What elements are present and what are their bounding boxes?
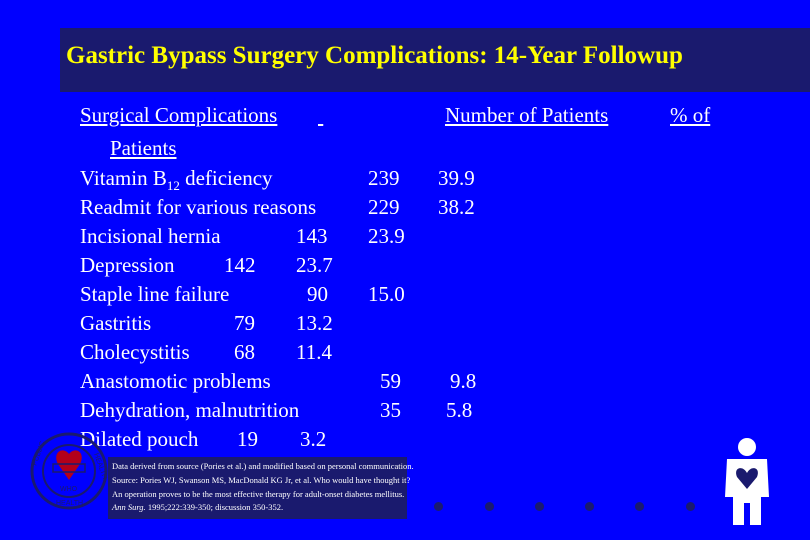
header-patients-wrap: Patients [110, 136, 177, 160]
row-pct: 23.7 [296, 253, 333, 277]
row-count: 143 [296, 224, 328, 248]
header-surgical-complications: Surgical Complications [80, 103, 278, 127]
row-pct: 11.4 [296, 340, 332, 364]
row-pct: 13.2 [296, 311, 333, 335]
source-note-line: Data derived from source (Pories et al.)… [112, 461, 414, 471]
header-spacer-underline [318, 105, 443, 126]
header-percent-of: % of [670, 103, 711, 127]
row-name: Readmit for various reasons [80, 195, 317, 219]
slide-title: Gastric Bypass Surgery Complications: 14… [66, 42, 683, 69]
svg-text:HEALTH: HEALTH [56, 500, 83, 507]
row-name: Gastritis [80, 311, 152, 335]
row-pct: 9.8 [450, 369, 477, 393]
source-note-line: Ann Surg. 1995;222:339-350; discussion 3… [112, 502, 284, 512]
row-name: Cholecystitis [80, 340, 190, 364]
row-pct: 5.8 [446, 398, 473, 422]
row-name: Dilated pouch [80, 427, 199, 451]
source-note-box [108, 457, 407, 519]
row-count: 79 [234, 311, 255, 335]
row-name: Incisional hernia [80, 224, 221, 248]
health-seal-icon: PUBLIC HEALTH WHO HEALTH [30, 432, 108, 510]
row-count: 90 [307, 282, 328, 306]
row-pct: 3.2 [300, 427, 327, 451]
row-name: Dehydration, malnutrition [80, 398, 300, 422]
title-bar [60, 28, 810, 92]
source-note-line: An operation proves to be the most effec… [112, 489, 405, 499]
row-count: 19 [237, 427, 258, 451]
decorative-dot [485, 502, 494, 511]
heart-person-icon [725, 438, 769, 525]
row-name: Anastomotic problems [80, 369, 271, 393]
row-pct: 38.2 [438, 195, 475, 219]
row-pct: 39.9 [438, 166, 475, 190]
row-name: Vitamin B12 deficiency [80, 166, 273, 194]
row-count: 229 [368, 195, 400, 219]
row-count: 142 [224, 253, 256, 277]
row-name: Depression [80, 253, 175, 277]
row-count: 68 [234, 340, 255, 364]
row-pct: 15.0 [368, 282, 405, 306]
decorative-dot [535, 502, 544, 511]
row-name: Staple line failure [80, 282, 230, 306]
decorative-dot [686, 502, 695, 511]
row-count: 59 [380, 369, 401, 393]
header-number-of-patients: Number of Patients [445, 103, 609, 127]
decorative-dot [434, 502, 443, 511]
decorative-dot [635, 502, 644, 511]
row-count: 35 [380, 398, 401, 422]
svg-text:WHO: WHO [60, 486, 78, 493]
row-pct: 23.9 [368, 224, 405, 248]
decorative-dot [585, 502, 594, 511]
row-count: 239 [368, 166, 400, 190]
source-note-line: Source: Pories WJ, Swanson MS, MacDonald… [112, 475, 411, 485]
